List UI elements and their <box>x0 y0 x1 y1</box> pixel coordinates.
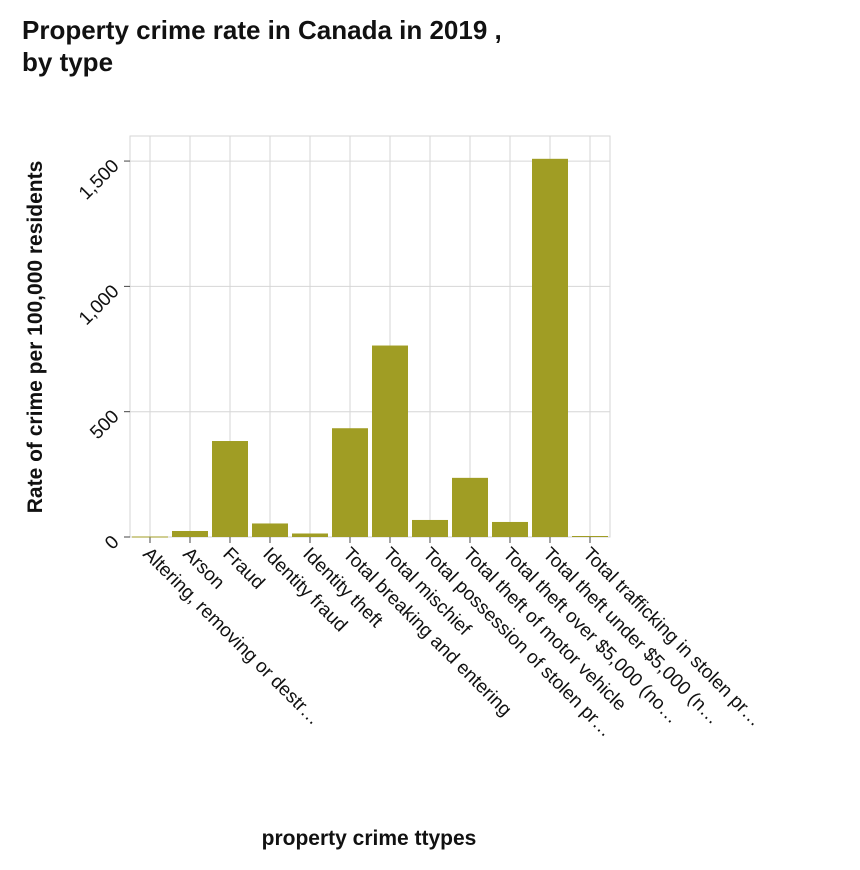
y-tick-label: 1,500 <box>75 156 123 204</box>
chart-title: Property crime rate in Canada in 2019 , … <box>22 15 502 77</box>
bar <box>332 428 368 537</box>
y-tick-label: 500 <box>86 406 123 443</box>
x-tick-labels: Altering, removing or destr…ArsonFraudId… <box>138 544 765 742</box>
bar <box>452 477 488 537</box>
bar <box>292 533 328 537</box>
bar <box>372 345 408 537</box>
bar <box>412 519 448 537</box>
bar <box>212 441 248 537</box>
bar <box>252 523 288 537</box>
y-tick-labels: 0 500 1,000 1,500 <box>75 156 123 554</box>
bar <box>572 535 608 537</box>
bar <box>132 536 168 538</box>
bar <box>172 530 208 537</box>
x-tick-label: Fraud <box>218 544 268 594</box>
y-tick-label: 0 <box>101 532 123 554</box>
bar <box>532 158 568 537</box>
x-axis-label: property crime ttypes <box>262 827 477 850</box>
y-axis-label: Rate of crime per 100,000 residents <box>24 161 47 514</box>
bar <box>492 521 528 537</box>
y-tick-label: 1,000 <box>75 281 123 329</box>
bars <box>132 158 608 538</box>
